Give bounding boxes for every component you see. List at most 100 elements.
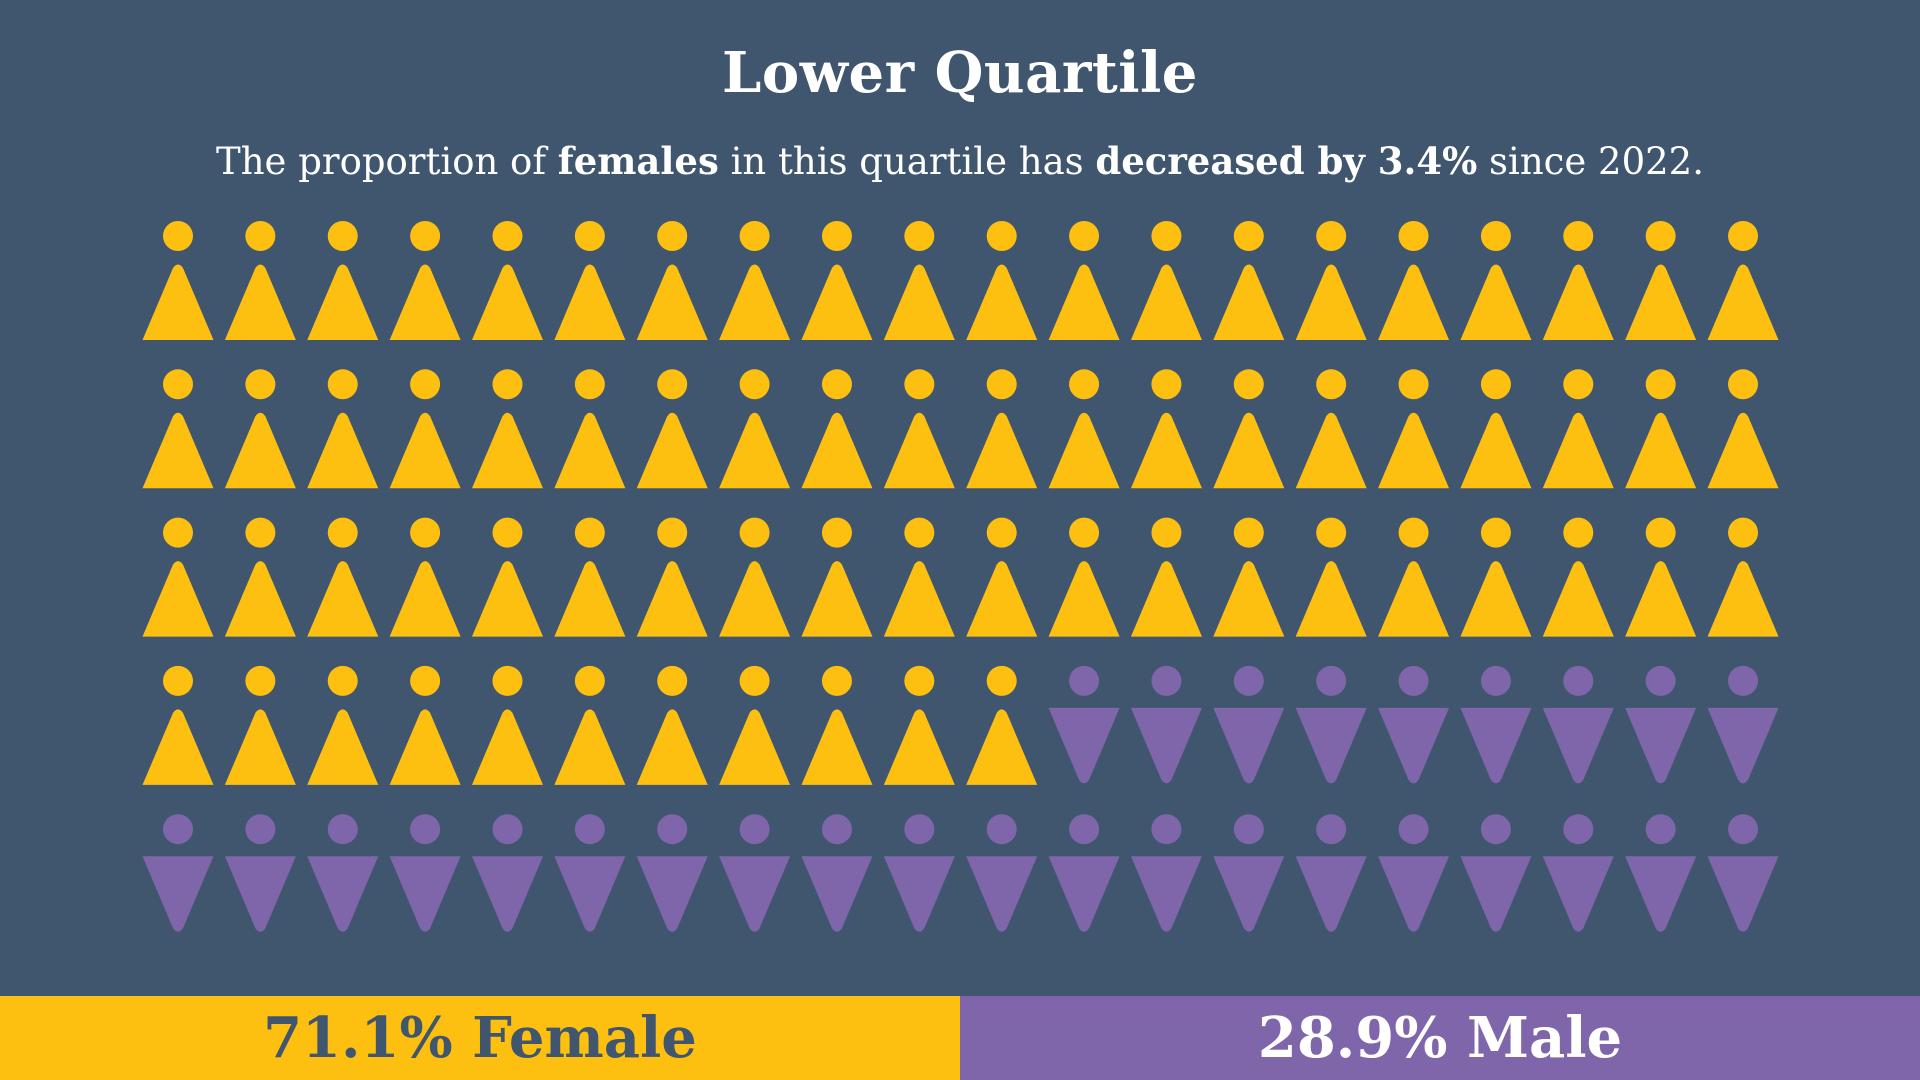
female-figure-icon [719, 517, 791, 637]
female-figure-icon [966, 221, 1038, 340]
female-figure-icon [719, 665, 791, 785]
female-figure-icon [471, 517, 543, 637]
female-figure-icon [801, 665, 873, 785]
female-figure-icon [224, 221, 296, 340]
female-figure-icon [224, 665, 296, 785]
female-figure-icon [471, 665, 543, 785]
female-figure-icon [554, 369, 626, 489]
female-figure-icon [1213, 221, 1285, 340]
pictogram-grid [142, 221, 1779, 932]
female-figure-icon [801, 369, 873, 489]
male-figure-icon [636, 814, 708, 932]
male-figure-icon [1213, 665, 1285, 784]
female-figure-icon [471, 369, 543, 489]
female-figure-icon [1295, 221, 1367, 340]
chart-subtitle: The proportion of females in this quarti… [0, 136, 1920, 187]
female-figure-icon [1625, 221, 1697, 340]
female-figure-icon [389, 517, 461, 637]
female-figure-icon [1048, 369, 1120, 489]
female-figure-icon [1542, 221, 1614, 340]
male-figure-icon [1048, 665, 1120, 784]
male-figure-icon [1378, 814, 1450, 932]
female-figure-icon [1378, 369, 1450, 489]
female-figure-icon [389, 369, 461, 489]
female-figure-icon [1048, 517, 1120, 637]
female-figure-icon [1378, 517, 1450, 637]
female-figure-icon [1048, 221, 1120, 340]
male-figure-icon [554, 814, 626, 932]
female-figure-icon [142, 517, 214, 637]
male-figure-icon [142, 814, 214, 932]
female-figure-icon [636, 517, 708, 637]
male-figure-icon [1625, 665, 1697, 784]
subtitle-text: since 2022. [1477, 140, 1704, 183]
female-figure-icon [636, 665, 708, 785]
female-figure-icon [883, 665, 955, 785]
male-figure-icon [1707, 665, 1779, 784]
female-figure-icon [142, 665, 214, 785]
female-figure-icon [1130, 517, 1202, 637]
female-figure-icon [966, 369, 1038, 489]
female-figure-icon [307, 517, 379, 637]
male-figure-icon [307, 814, 379, 932]
male-figure-icon [389, 814, 461, 932]
male-figure-icon [1542, 665, 1614, 784]
male-figure-icon [1130, 814, 1202, 932]
female-figure-icon [389, 665, 461, 785]
male-figure-icon [471, 814, 543, 932]
female-figure-icon [1295, 517, 1367, 637]
chart-title: Lower Quartile [722, 40, 1198, 106]
female-figure-icon [1542, 369, 1614, 489]
female-figure-icon [1213, 517, 1285, 637]
female-figure-icon [1707, 221, 1779, 340]
male-figure-icon [801, 814, 873, 932]
female-figure-icon [1460, 517, 1532, 637]
female-figure-icon [554, 517, 626, 637]
subtitle-text: The proportion of [216, 140, 558, 183]
male-figure-icon [1213, 814, 1285, 932]
male-figure-icon [1378, 665, 1450, 784]
female-figure-icon [1707, 369, 1779, 489]
female-figure-icon [471, 221, 543, 340]
legend-bar: 71.1% Female 28.9% Male [0, 996, 1920, 1080]
male-figure-icon [1542, 814, 1614, 932]
subtitle-emphasis-change: decreased by 3.4% [1095, 139, 1478, 183]
male-figure-icon [1130, 665, 1202, 784]
female-figure-icon [1625, 517, 1697, 637]
male-share-label: 28.9% Male [960, 996, 1920, 1080]
male-figure-icon [1295, 665, 1367, 784]
female-figure-icon [307, 369, 379, 489]
female-figure-icon [307, 221, 379, 340]
female-figure-icon [719, 369, 791, 489]
male-figure-icon [1625, 814, 1697, 932]
female-share-label: 71.1% Female [0, 996, 960, 1080]
male-figure-icon [1295, 814, 1367, 932]
female-figure-icon [1625, 369, 1697, 489]
male-figure-icon [1048, 814, 1120, 932]
female-figure-icon [1295, 369, 1367, 489]
female-figure-icon [389, 221, 461, 340]
male-figure-icon [1460, 665, 1532, 784]
female-figure-icon [636, 369, 708, 489]
subtitle-emphasis-females: females [557, 139, 719, 183]
subtitle-text: in this quartile has [718, 140, 1096, 183]
female-figure-icon [1707, 517, 1779, 637]
female-figure-icon [224, 517, 296, 637]
female-figure-icon [554, 665, 626, 785]
female-figure-icon [801, 517, 873, 637]
female-figure-icon [1460, 221, 1532, 340]
female-figure-icon [966, 517, 1038, 637]
female-figure-icon [883, 221, 955, 340]
female-figure-icon [719, 221, 791, 340]
male-figure-icon [966, 814, 1038, 932]
female-figure-icon [142, 221, 214, 340]
female-figure-icon [966, 665, 1038, 785]
female-figure-icon [1213, 369, 1285, 489]
male-figure-icon [719, 814, 791, 932]
female-figure-icon [1542, 517, 1614, 637]
female-figure-icon [801, 221, 873, 340]
female-figure-icon [636, 221, 708, 340]
female-figure-icon [142, 369, 214, 489]
female-figure-icon [224, 369, 296, 489]
female-figure-icon [1130, 221, 1202, 340]
